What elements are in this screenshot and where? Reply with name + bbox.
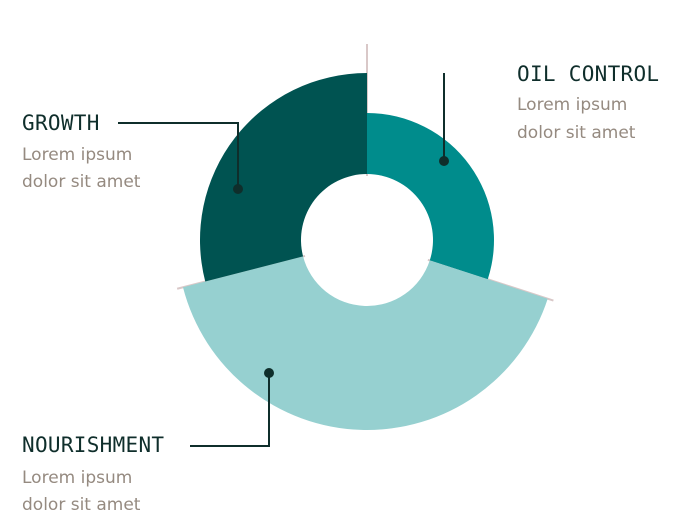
label-nourishment: NOURISHMENT xyxy=(22,433,164,457)
connector-dot-oil-control xyxy=(439,156,449,166)
desc-oil-control-line1: Lorem ipsum xyxy=(517,95,627,115)
slice-growth xyxy=(200,73,367,282)
donut-slices xyxy=(182,73,548,431)
desc-oil-control-line2: dolor sit amet xyxy=(517,123,636,143)
desc-nourishment-line2: dolor sit amet xyxy=(22,495,141,515)
connector-line-nourishment xyxy=(190,373,270,447)
connector-line-growth xyxy=(118,122,239,189)
desc-growth-line2: dolor sit amet xyxy=(22,172,141,192)
connector-dot-growth xyxy=(233,184,243,194)
desc-nourishment-line1: Lorem ipsum xyxy=(22,468,132,488)
label-growth: GROWTH xyxy=(22,111,100,135)
desc-growth-line1: Lorem ipsum xyxy=(22,145,132,165)
slice-nourishment xyxy=(182,256,548,431)
slice-oil-control xyxy=(367,113,494,280)
label-oil-control: OIL CONTROL xyxy=(517,62,659,86)
callout-connectors xyxy=(118,73,449,447)
connector-dot-nourishment xyxy=(264,368,274,378)
